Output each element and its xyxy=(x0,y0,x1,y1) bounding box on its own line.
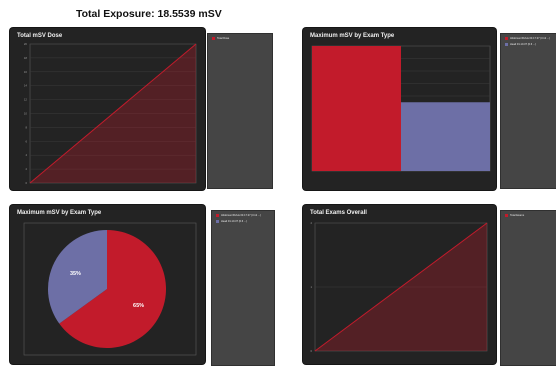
exam-type-pie-chart: 65% 35% xyxy=(23,222,197,356)
pie-slice-label: 35% xyxy=(70,271,81,277)
pie-slice-head xyxy=(48,230,107,324)
exam-type-bar-chart xyxy=(311,45,491,172)
y-tick-label: 0 xyxy=(25,181,27,185)
chart-panel-exam-type-pie: Maximum mSV by Exam Type 65% 35% xyxy=(10,205,205,364)
legend-item: Total Exams xyxy=(505,214,554,217)
y-tick-label: 14 xyxy=(24,84,28,88)
plot-frame xyxy=(23,222,197,356)
legend-exams-overall: Total Exams xyxy=(500,210,556,366)
series-line xyxy=(314,222,488,352)
legend-swatch xyxy=(216,220,219,223)
legend-label: Head 01.10.37 (0.6 ...) xyxy=(510,43,536,46)
y-tick-label: 6 xyxy=(25,139,27,143)
chart-title: Maximum mSV by Exam Type xyxy=(310,33,395,39)
y-tick-label: 2 xyxy=(310,221,312,225)
legend-swatch xyxy=(505,43,508,46)
chart-title: Total mSV Dose xyxy=(17,33,63,39)
bar-abdomen-pelvis xyxy=(312,46,401,171)
legend-item: Abdomen/Pelvis 03.17.37 (3.12 ...) xyxy=(505,37,554,40)
legend-exam-type-bar: Abdomen/Pelvis 03.17.37 (3.12 ...) Head … xyxy=(500,33,556,189)
legend-label: Total Exams xyxy=(510,214,525,217)
exams-overall-chart: 0 1 2 xyxy=(310,221,488,353)
series-line xyxy=(29,43,197,184)
legend-swatch xyxy=(216,214,219,217)
legend-item: Head 01.10.37 (0.6 ...) xyxy=(505,43,554,46)
y-tick-label: 1 xyxy=(310,285,312,289)
legend-label: Abdomen/Pelvis 03.17.37 (3.12 ...) xyxy=(221,214,261,217)
page-title: Total Exposure: 18.5539 mSV xyxy=(76,8,222,20)
chart-panel-exam-type-bar: Maximum mSV by Exam Type xyxy=(303,28,496,190)
y-tick-label: 2 xyxy=(25,167,27,171)
y-tick-label: 18 xyxy=(24,56,28,60)
legend-total-dose: Total Dose xyxy=(207,33,273,189)
y-tick-label: 20 xyxy=(24,42,28,46)
legend-swatch xyxy=(212,37,215,40)
legend-label: Abdomen/Pelvis 03.17.37 (3.12 ...) xyxy=(510,37,550,40)
y-tick-label: 10 xyxy=(24,112,28,116)
chart-title: Total Exams Overall xyxy=(310,210,367,216)
y-tick-label: 0 xyxy=(310,349,312,353)
legend-label: Total Dose xyxy=(217,37,230,40)
chart-panel-exams-overall: Total Exams Overall 0 1 2 xyxy=(303,205,496,364)
y-tick-label: 16 xyxy=(24,70,28,74)
y-tick-label: 12 xyxy=(24,98,28,102)
total-dose-chart: 0 2 4 6 8 10 12 14 16 18 20 xyxy=(24,42,197,185)
legend-label: Head 01.10.37 (0.6 ...) xyxy=(221,220,247,223)
pie-slice-label: 65% xyxy=(133,303,144,309)
legend-swatch xyxy=(505,37,508,40)
legend-swatch xyxy=(505,214,508,217)
legend-exam-type-pie: Abdomen/Pelvis 03.17.37 (3.12 ...) Head … xyxy=(211,210,275,366)
legend-item: Abdomen/Pelvis 03.17.37 (3.12 ...) xyxy=(216,214,271,217)
y-tick-label: 8 xyxy=(25,125,27,129)
pie-slice-abdomen-pelvis xyxy=(59,230,166,348)
legend-item: Head 01.10.37 (0.6 ...) xyxy=(216,220,271,223)
chart-panel-total-dose: Total mSV Dose 0 2 4 6 8 10 12 14 16 18 20 xyxy=(10,28,205,190)
legend-item: Total Dose xyxy=(212,37,269,40)
chart-title: Maximum mSV by Exam Type xyxy=(17,210,102,216)
bar-head xyxy=(401,102,490,171)
y-tick-label: 4 xyxy=(25,153,27,157)
